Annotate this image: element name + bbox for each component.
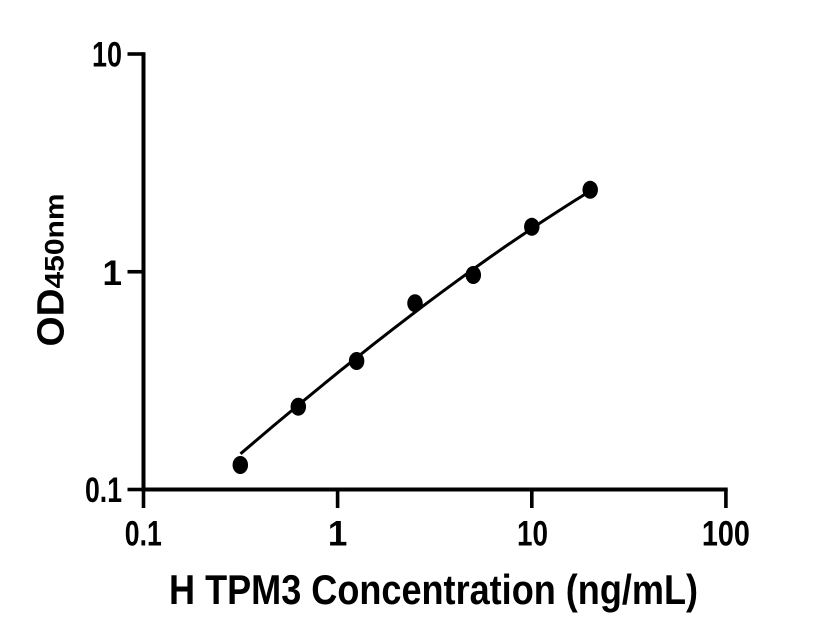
svg-text:0.1: 0.1 bbox=[85, 471, 122, 510]
svg-text:100: 100 bbox=[702, 514, 750, 553]
svg-text:1: 1 bbox=[103, 254, 122, 293]
svg-text:450nm: 450nm bbox=[39, 194, 69, 289]
svg-text:OD: OD bbox=[30, 289, 72, 347]
svg-text:10: 10 bbox=[92, 36, 122, 75]
svg-text:0.1: 0.1 bbox=[125, 514, 162, 553]
svg-text:H TPM3 Concentration (ng/mL): H TPM3 Concentration (ng/mL) bbox=[169, 566, 698, 613]
svg-text:10: 10 bbox=[517, 514, 548, 553]
svg-text:1: 1 bbox=[328, 514, 347, 553]
